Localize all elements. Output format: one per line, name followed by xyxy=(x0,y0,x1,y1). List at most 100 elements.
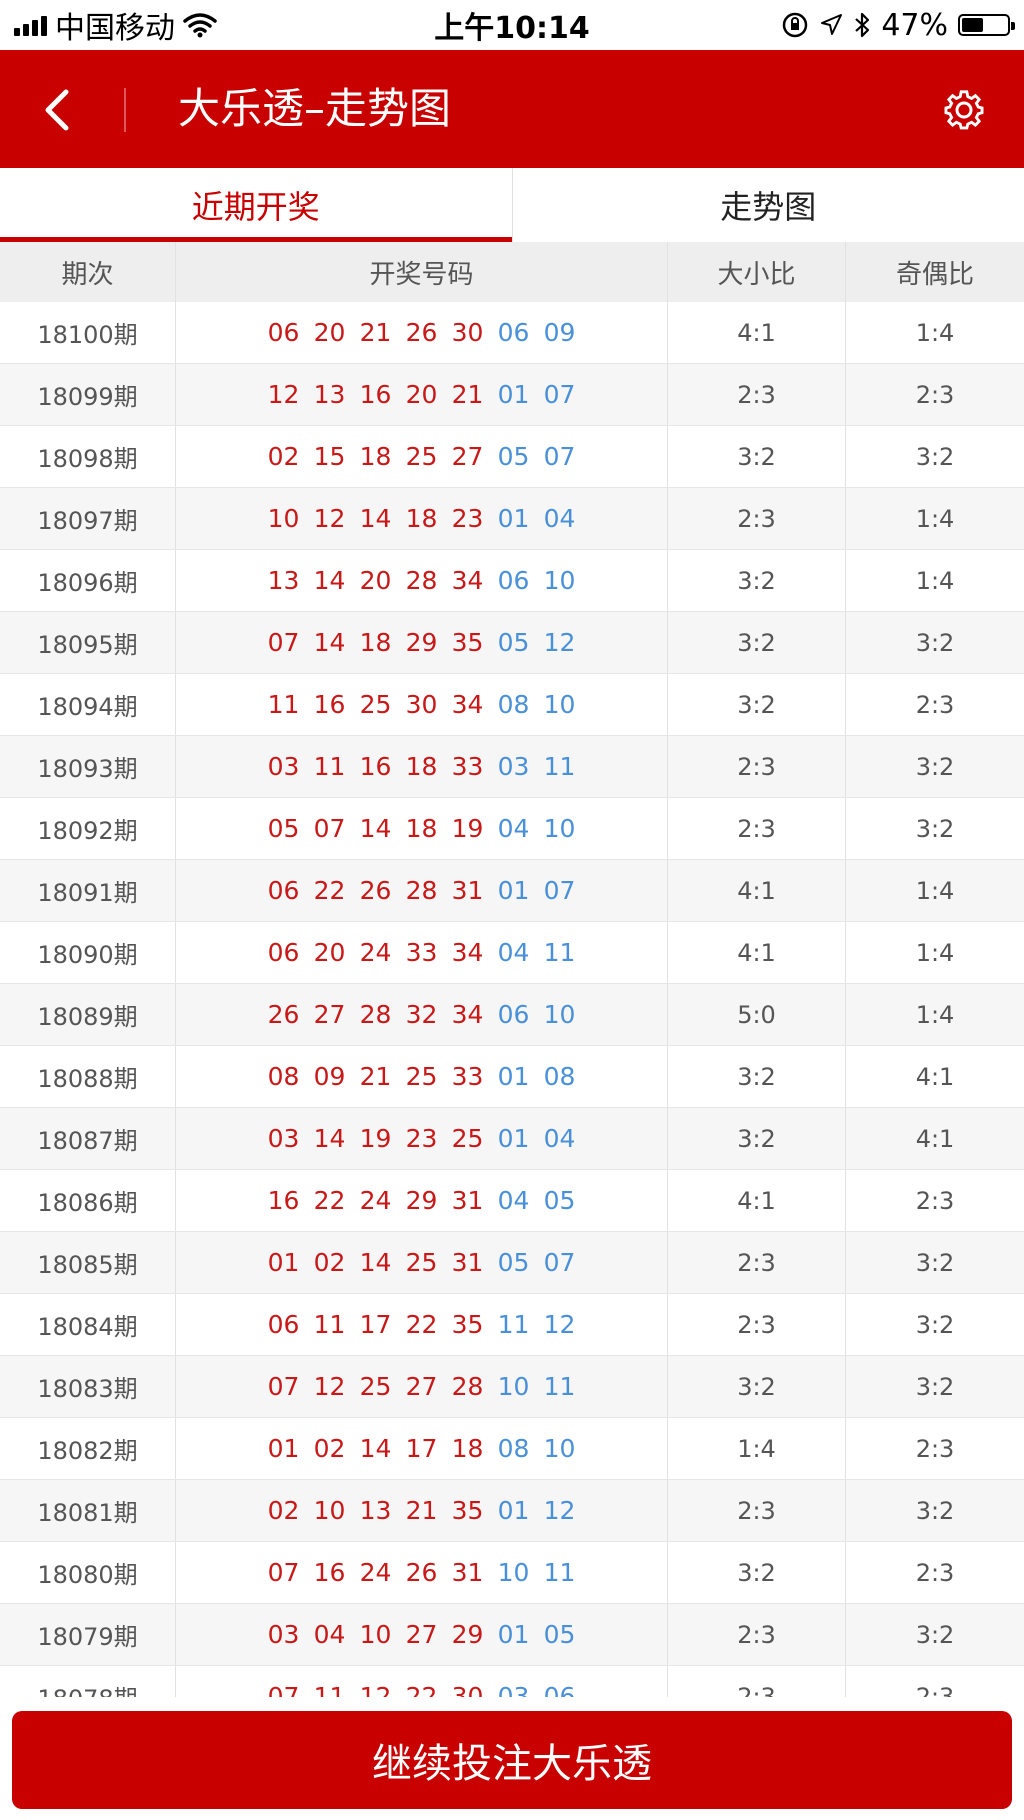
odd-even-ratio-cell: 1:4 xyxy=(915,1000,955,1029)
red-ball-number: 14 xyxy=(313,1124,346,1153)
battery-percent: 47% xyxy=(881,7,948,43)
odd-even-ratio-cell: 2:3 xyxy=(915,1434,955,1463)
blue-ball-number: 06 xyxy=(497,566,530,595)
size-ratio-cell: 4:1 xyxy=(668,860,846,921)
numbers-cell: 03 14 19 23 25 01 04 xyxy=(176,1108,668,1169)
status-bar-right: 47% xyxy=(781,0,1015,50)
carrier-label: 中国移动 xyxy=(55,11,175,46)
period-cell: 18095期 xyxy=(0,612,176,673)
red-ball-number: 05 xyxy=(267,814,300,843)
header-divider xyxy=(124,88,126,132)
red-ball-number: 25 xyxy=(451,1124,484,1153)
size-ratio-cell: 2:3 xyxy=(668,488,846,549)
table-row: 18087期 03 14 19 23 25 01 04 3:2 4:1 xyxy=(0,1108,1024,1170)
red-ball-number: 26 xyxy=(267,1000,300,1029)
blue-ball-number: 10 xyxy=(543,1000,576,1029)
size-ratio-cell: 2:3 xyxy=(668,364,846,425)
red-ball-number: 07 xyxy=(313,814,346,843)
numbers-cell: 26 27 28 32 34 06 10 xyxy=(176,984,668,1045)
red-ball-number: 23 xyxy=(451,504,484,533)
odd-even-ratio-cell: 2:3 xyxy=(915,380,955,409)
red-ball-number: 02 xyxy=(267,1496,300,1525)
blue-ball-number: 01 xyxy=(497,504,530,533)
period-cell: 18083期 xyxy=(0,1356,176,1417)
size-ratio-cell: 3:2 xyxy=(668,1542,846,1603)
blue-ball-number: 07 xyxy=(543,380,576,409)
column-header-size-ratio: 大小比 xyxy=(668,242,846,302)
period-cell: 18089期 xyxy=(0,984,176,1045)
red-ball-number: 28 xyxy=(405,566,438,595)
blue-ball-number: 03 xyxy=(497,752,530,781)
winning-numbers: 03 04 10 27 29 01 05 xyxy=(261,1620,583,1649)
red-ball-number: 20 xyxy=(313,318,346,347)
table-row: 18079期 03 04 10 27 29 01 05 2:3 3:2 xyxy=(0,1604,1024,1666)
winning-numbers: 03 14 19 23 25 01 04 xyxy=(261,1124,583,1153)
red-ball-number: 06 xyxy=(267,876,300,905)
blue-ball-number: 07 xyxy=(543,1248,576,1277)
red-ball-number: 34 xyxy=(451,1000,484,1029)
back-button[interactable] xyxy=(30,80,90,140)
odd-even-ratio-cell: 3:2 xyxy=(915,628,955,657)
red-ball-number: 16 xyxy=(359,380,392,409)
period-cell: 18092期 xyxy=(0,798,176,859)
winning-numbers: 01 02 14 17 18 08 10 xyxy=(261,1434,583,1463)
red-ball-number: 28 xyxy=(359,1000,392,1029)
blue-ball-number: 11 xyxy=(543,938,576,967)
winning-numbers: 11 16 25 30 34 08 10 xyxy=(261,690,583,719)
blue-ball-number: 01 xyxy=(497,1062,530,1091)
continue-betting-button[interactable]: 继续投注大乐透 xyxy=(12,1711,1012,1809)
numbers-cell: 06 11 17 22 35 11 12 xyxy=(176,1294,668,1355)
table-row: 18096期 13 14 20 28 34 06 10 3:2 1:4 xyxy=(0,550,1024,612)
period-cell: 18079期 xyxy=(0,1604,176,1665)
red-ball-number: 25 xyxy=(359,1372,392,1401)
red-ball-number: 34 xyxy=(451,690,484,719)
blue-ball-number: 07 xyxy=(543,442,576,471)
blue-ball-number: 11 xyxy=(543,1372,576,1401)
size-ratio-cell: 1:4 xyxy=(668,1418,846,1479)
settings-button[interactable] xyxy=(934,80,994,140)
red-ball-number: 30 xyxy=(451,1682,484,1697)
red-ball-number: 14 xyxy=(359,1434,392,1463)
red-ball-number: 14 xyxy=(313,566,346,595)
size-ratio-cell: 2:3 xyxy=(668,1294,846,1355)
numbers-cell: 03 04 10 27 29 01 05 xyxy=(176,1604,668,1665)
period-cell: 18100期 xyxy=(0,302,176,363)
red-ball-number: 22 xyxy=(405,1682,438,1697)
numbers-cell: 01 02 14 25 31 05 07 xyxy=(176,1232,668,1293)
red-ball-number: 25 xyxy=(359,690,392,719)
red-ball-number: 31 xyxy=(451,876,484,905)
table-row: 18078期 07 11 12 22 30 03 06 2:3 2:3 xyxy=(0,1666,1024,1697)
red-ball-number: 06 xyxy=(267,318,300,347)
winning-numbers: 02 15 18 25 27 05 07 xyxy=(261,442,583,471)
red-ball-number: 06 xyxy=(267,938,300,967)
red-ball-number: 24 xyxy=(359,1558,392,1587)
red-ball-number: 24 xyxy=(359,1186,392,1215)
red-ball-number: 16 xyxy=(313,690,346,719)
red-ball-number: 18 xyxy=(451,1434,484,1463)
column-header-period: 期次 xyxy=(0,242,176,302)
red-ball-number: 35 xyxy=(451,1496,484,1525)
blue-ball-number: 10 xyxy=(543,690,576,719)
draw-results-table[interactable]: 期次 开奖号码 大小比 奇偶比 18100期 06 20 21 26 30 06 09 4:1 1… xyxy=(0,242,1024,1697)
winning-numbers: 02 10 13 21 35 01 12 xyxy=(261,1496,583,1525)
tab-trend-chart[interactable]: 走势图 xyxy=(511,168,1024,242)
blue-ball-number: 12 xyxy=(543,1310,576,1339)
red-ball-number: 18 xyxy=(405,814,438,843)
tab-recent-draws[interactable]: 近期开奖 xyxy=(0,168,512,242)
blue-ball-number: 04 xyxy=(497,938,530,967)
column-header-odd-even-ratio: 奇偶比 xyxy=(895,259,974,290)
red-ball-number: 22 xyxy=(313,1186,346,1215)
table-row: 18092期 05 07 14 18 19 04 10 2:3 3:2 xyxy=(0,798,1024,860)
period-cell: 18081期 xyxy=(0,1480,176,1541)
size-ratio-cell: 3:2 xyxy=(668,1108,846,1169)
winning-numbers: 06 20 21 26 30 06 09 xyxy=(261,318,583,347)
table-row: 18085期 01 02 14 25 31 05 07 2:3 3:2 xyxy=(0,1232,1024,1294)
signal-icon xyxy=(14,14,47,36)
status-bar: 中国移动 上午10:14 47% xyxy=(0,0,1024,50)
red-ball-number: 15 xyxy=(313,442,346,471)
blue-ball-number: 05 xyxy=(497,1248,530,1277)
gear-icon xyxy=(944,90,984,130)
red-ball-number: 07 xyxy=(267,1372,300,1401)
red-ball-number: 27 xyxy=(405,1620,438,1649)
size-ratio-cell: 3:2 xyxy=(668,674,846,735)
